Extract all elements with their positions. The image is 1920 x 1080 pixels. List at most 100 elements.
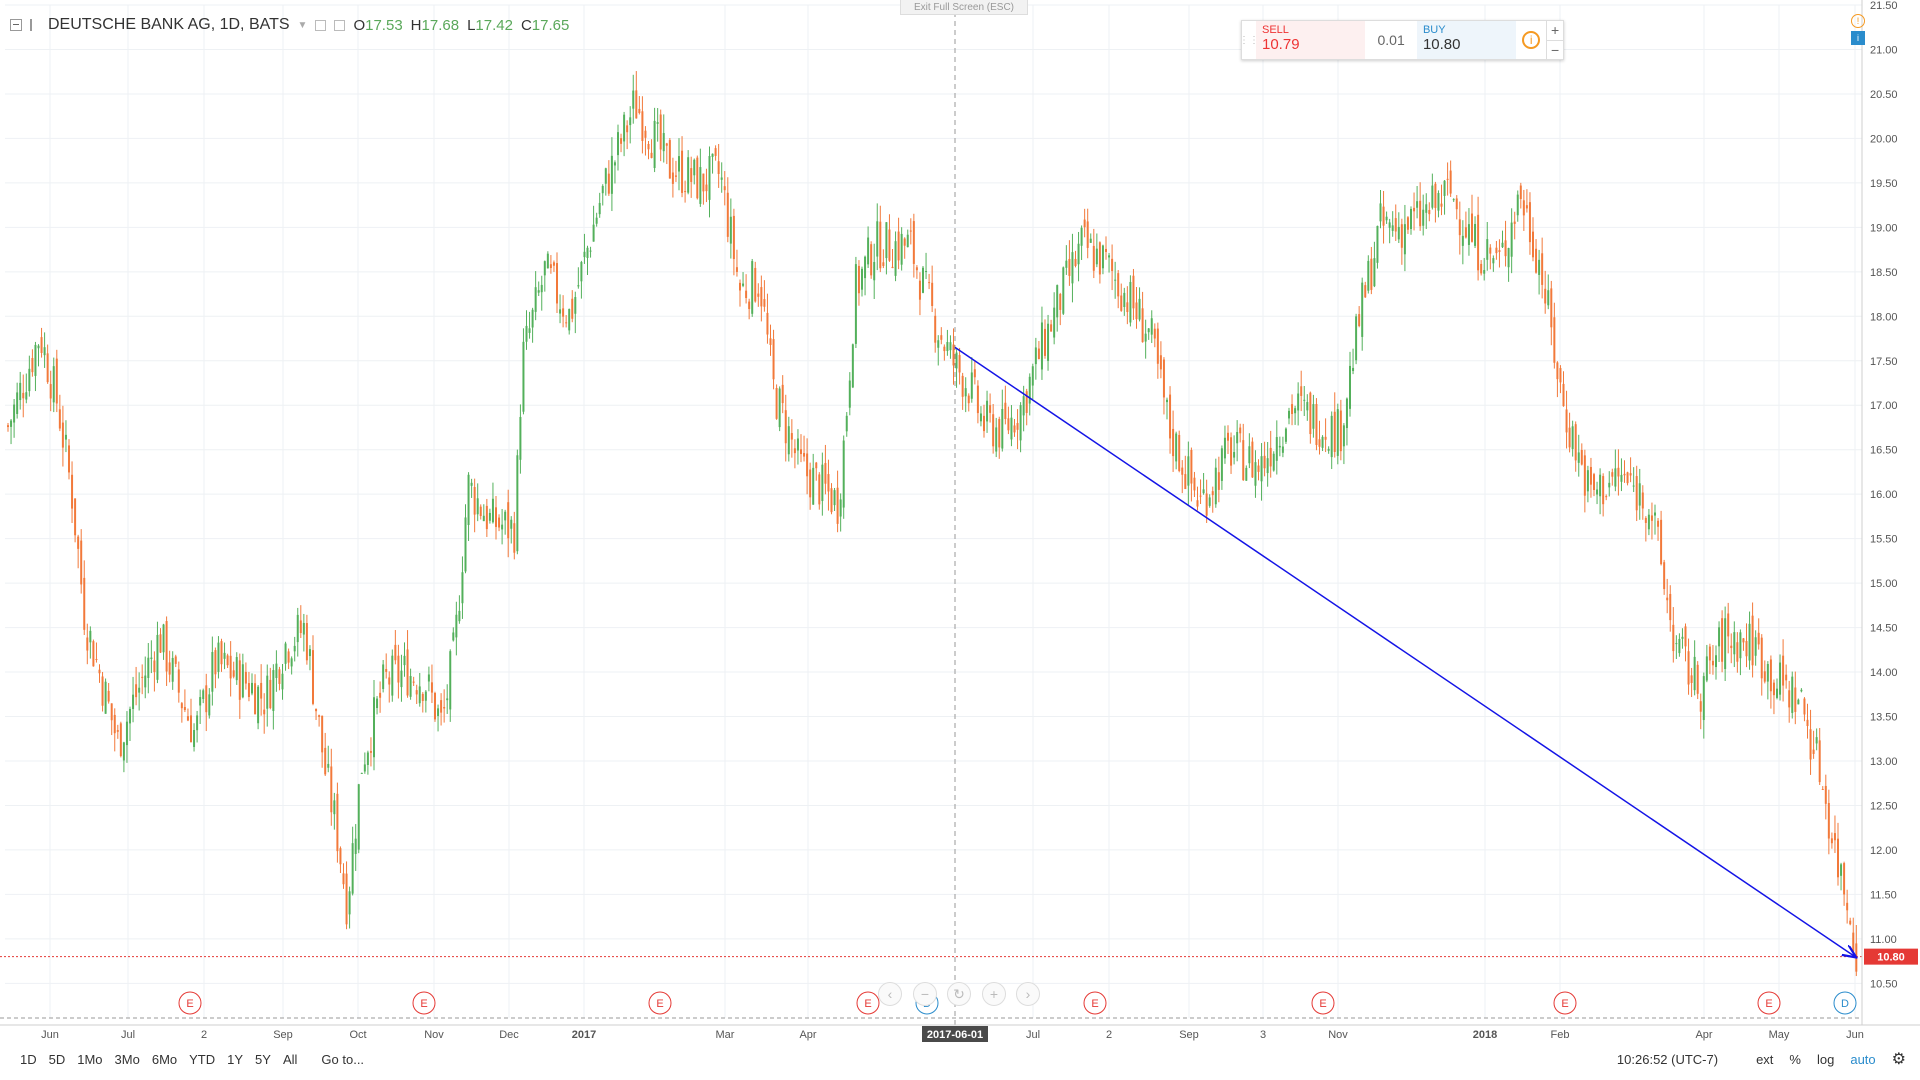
flag-icon[interactable] (30, 19, 40, 31)
candle-body (1794, 687, 1797, 712)
candle-body (1553, 317, 1556, 363)
range-6mo[interactable]: 6Mo (151, 1051, 178, 1067)
goto-button[interactable]: Go to... (321, 1051, 365, 1067)
candle-body (388, 677, 391, 685)
drag-handle-icon[interactable]: ⋮⋮ (1239, 34, 1259, 46)
candle-body (1541, 253, 1544, 285)
chevron-down-icon[interactable]: ▼ (297, 19, 308, 31)
candle-body (800, 449, 802, 455)
candle-body (296, 614, 299, 643)
candle-body (1727, 613, 1730, 637)
info-button[interactable]: i (1516, 21, 1546, 59)
candle-body (125, 721, 128, 746)
sell-button[interactable]: SELL 10.79 (1256, 21, 1366, 59)
earnings-marker[interactable]: E (1083, 991, 1107, 1015)
candle-body (1129, 281, 1132, 323)
reset-button[interactable]: ↻ (947, 982, 971, 1006)
minus-icon[interactable]: − (1547, 39, 1563, 60)
scroll-left-button[interactable]: ‹ (878, 982, 902, 1006)
candle-body (71, 474, 74, 509)
candle-body (1065, 260, 1068, 268)
candle-body (912, 221, 915, 264)
price-tick-label: 10.50 (1870, 978, 1898, 990)
candle-body (839, 499, 842, 517)
price-axis[interactable]: 21.50 21.00 20.50 20.00 19.50 19.00 18.50 18.00… (1861, 0, 1898, 1025)
zoom-in-button[interactable]: + (982, 982, 1006, 1006)
candle-body (1251, 441, 1254, 478)
candle-body (1626, 472, 1629, 484)
candle-body (617, 132, 619, 156)
candle-body (1788, 690, 1791, 708)
earnings-marker[interactable]: E (178, 991, 202, 1015)
candle-body (467, 474, 470, 526)
log-toggle[interactable]: log (1816, 1051, 1835, 1067)
percent-toggle[interactable]: % (1789, 1051, 1801, 1067)
event-marker-label: E (1091, 998, 1098, 1010)
candle-body (973, 369, 976, 378)
candle-body (7, 425, 9, 428)
trendline[interactable] (954, 346, 1855, 956)
gear-icon[interactable]: ⚙ (1891, 1051, 1906, 1068)
symbol-title[interactable]: DEUTSCHE BANK AG, 1D, BATS (48, 16, 290, 33)
candle-body (229, 655, 232, 679)
earnings-marker[interactable]: E (1757, 991, 1781, 1015)
exit-fullscreen-button[interactable]: Exit Full Screen (ESC) (900, 0, 1028, 15)
range-ytd[interactable]: YTD (189, 1051, 216, 1067)
warning-icon[interactable]: ! (1851, 14, 1865, 28)
range-1mo[interactable]: 1Mo (77, 1051, 103, 1067)
range-1y[interactable]: 1Y (227, 1051, 244, 1067)
candle-body (702, 173, 705, 192)
collapse-legend-icon[interactable] (10, 19, 22, 31)
scroll-right-button[interactable]: › (1016, 982, 1040, 1006)
candle-body (543, 261, 546, 276)
remove-square-icon[interactable] (334, 19, 346, 31)
buy-button[interactable]: BUY 10.80 (1416, 21, 1517, 59)
candle-body (1583, 455, 1586, 496)
candle-body (1013, 425, 1016, 433)
candle-body (1159, 355, 1162, 370)
candle-body (354, 838, 357, 854)
candle-body (735, 267, 738, 272)
earnings-marker[interactable]: E (648, 991, 672, 1015)
candle-body (519, 416, 522, 460)
plus-icon[interactable]: + (1550, 22, 1560, 39)
earnings-marker[interactable]: E (1553, 991, 1577, 1015)
candle-body (918, 280, 921, 300)
candle-body (656, 122, 659, 124)
dividend-marker[interactable]: D (1833, 991, 1857, 1015)
candle-body (1199, 495, 1202, 497)
settings-square-icon[interactable] (315, 19, 327, 31)
candle-body (241, 664, 244, 698)
time-axis[interactable]: Jun Jul 2 Sep Oct Nov Dec 2017 Mar Apr Jul 2 Sep 3 Nov… (0, 1017, 1920, 1041)
candle-body (385, 669, 388, 672)
data-window-icon[interactable]: i (1851, 31, 1865, 45)
ext-toggle[interactable]: ext (1756, 1051, 1774, 1067)
range-3mo[interactable]: 3Mo (114, 1051, 140, 1067)
candle-body (287, 651, 290, 663)
range-1d[interactable]: 1D (20, 1051, 37, 1067)
earnings-marker[interactable]: E (1311, 991, 1335, 1015)
clock-display[interactable]: 10:26:52 (UTC-7) (1616, 1051, 1719, 1067)
candle-body (177, 669, 180, 693)
time-tick-label: Apr (799, 1029, 816, 1041)
candle-body (92, 641, 95, 667)
zoom-out-button[interactable]: − (913, 982, 937, 1006)
candle-body (1574, 424, 1577, 461)
candle-body (260, 682, 263, 699)
candle-body (1400, 224, 1403, 248)
candle-body (1223, 437, 1226, 459)
candle-body (751, 261, 754, 314)
candle-body (1217, 472, 1220, 490)
candle-body (1269, 447, 1272, 467)
candle-body (1037, 348, 1040, 360)
candle-body (449, 651, 452, 710)
earnings-marker[interactable]: E (412, 991, 436, 1015)
earnings-marker[interactable]: E (856, 991, 880, 1015)
range-all[interactable]: All (282, 1051, 298, 1067)
price-tick-label: 17.00 (1870, 400, 1898, 412)
range-5y[interactable]: 5Y (255, 1051, 271, 1067)
range-5d[interactable]: 5D (48, 1051, 66, 1067)
candle-body (1086, 221, 1089, 248)
auto-toggle[interactable]: auto (1850, 1051, 1876, 1067)
